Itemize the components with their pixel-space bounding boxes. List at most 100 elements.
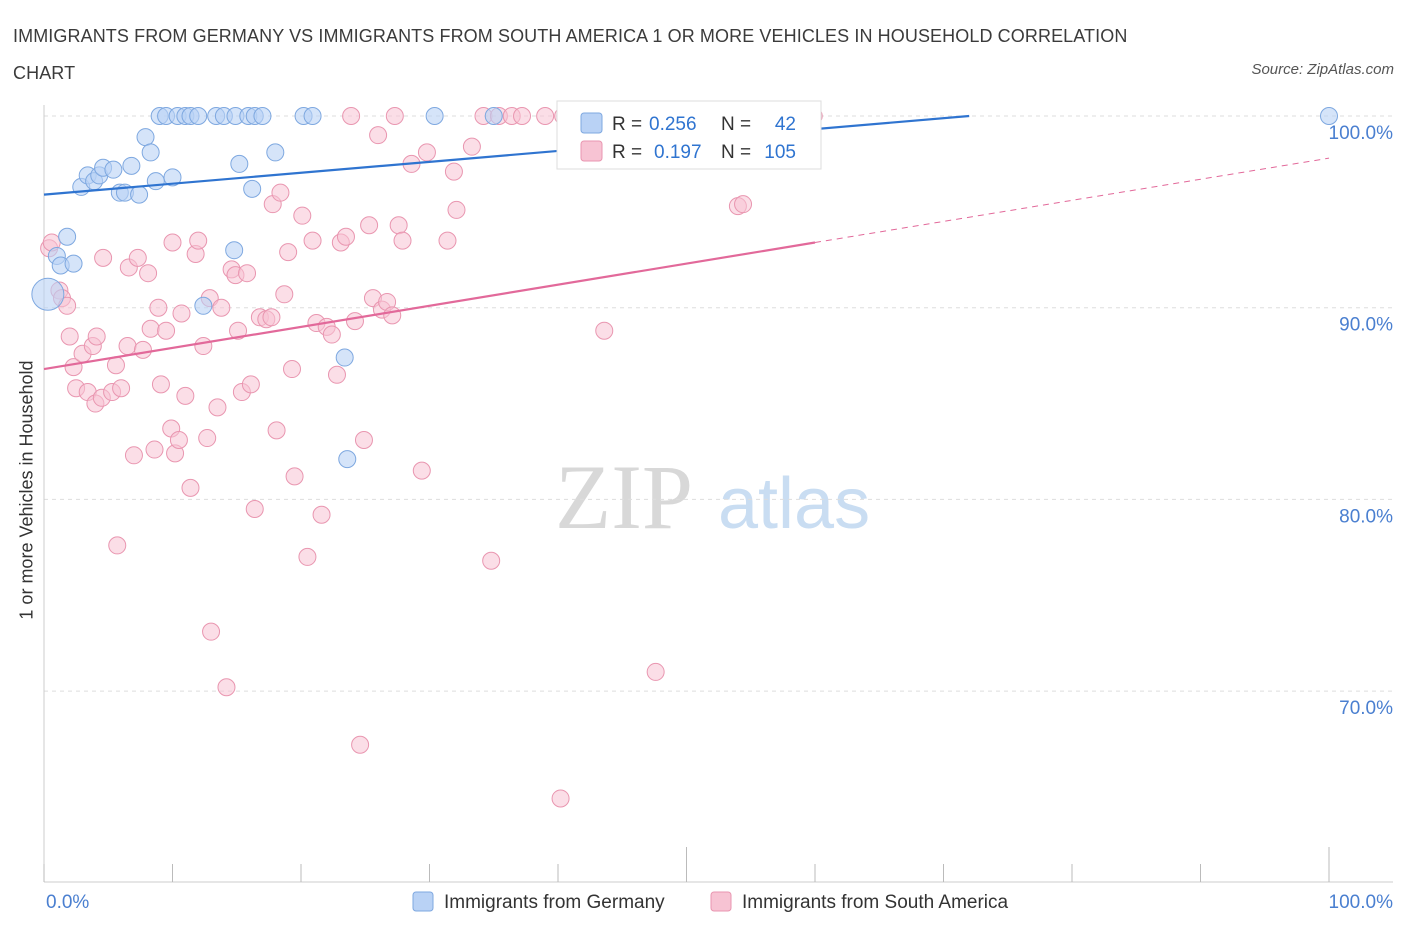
point-south-america [241,375,260,394]
watermark-atlas: atlas [718,464,870,544]
point-south-america [595,321,614,340]
source-note: Source: ZipAtlas.com [1251,61,1394,78]
point-south-america [275,285,294,304]
point-south-america [245,499,264,518]
grid-lines [44,115,1393,692]
chart-title: IMMIGRANTS FROM GERMANY VS IMMIGRANTS FR… [13,26,1128,83]
point-south-america [360,216,379,235]
point-south-america [217,678,236,697]
point-germany [335,348,354,367]
legend-label-germany: Immigrants from Germany [444,892,665,913]
point-germany [225,241,244,260]
point-south-america [412,461,431,480]
point-south-america [482,551,501,570]
point-germany [136,128,155,147]
point-south-america [87,327,106,346]
stats-germany-n-label: N = [721,114,751,135]
point-south-america [94,248,113,267]
point-south-america [393,231,412,250]
stats-germany-r-value: 0.256 [649,114,697,135]
point-germany [194,296,213,315]
point-south-america [385,107,404,125]
point-south-america [345,312,364,331]
point-south-america [176,386,195,405]
point-south-america [163,233,182,252]
point-south-america [208,398,227,417]
point-south-america [322,325,341,344]
point-germany [146,172,165,191]
stats-germany-n-value: 42 [775,114,796,135]
legend-swatch-south-america [710,891,732,912]
stats-sa-r-label: R = [612,142,642,163]
point-south-america [60,327,79,346]
point-germany [31,277,65,311]
trend-germany [43,114,970,196]
point-south-america [118,337,137,356]
stats-germany-r-label: R = [612,114,642,135]
point-south-america [536,107,555,125]
point-south-america [151,375,170,394]
point-south-america [312,505,331,524]
watermark-zip: ZIP [555,446,693,548]
point-germany [104,160,123,179]
point-germany [338,450,357,469]
point-south-america [351,735,370,754]
point-south-america [513,107,532,125]
point-south-america [438,231,457,250]
point-south-america [462,137,481,156]
point-south-america [149,298,168,317]
point-germany [303,107,322,125]
y-tick-labels: 70.0% 80.0% 90.0% 100.0% [1329,123,1394,719]
stats-sa-n-label: N = [721,142,751,163]
point-south-america [238,264,257,283]
point-south-america [108,536,127,555]
point-south-america [262,308,281,327]
point-south-america [285,467,304,486]
point-germany [243,179,262,198]
point-south-america [229,321,248,340]
point-south-america [447,200,466,219]
point-germany [64,254,83,273]
point-south-america [327,365,346,384]
point-south-america [112,379,131,398]
point-south-america [293,206,312,225]
point-south-america [336,227,355,246]
point-south-america [646,662,665,681]
point-germany [266,143,285,162]
point-germany [58,227,77,246]
point-south-america [383,306,402,325]
point-south-america [139,264,158,283]
x-tick-label: 0.0% [46,892,89,913]
point-germany [163,168,182,187]
point-germany [189,107,208,125]
bottom-legend: Immigrants from Germany Immigrants from … [412,891,1009,913]
trend-south-america [43,241,816,371]
point-south-america [133,340,152,359]
point-south-america [198,429,217,448]
point-germany [1320,107,1338,125]
point-south-america [734,195,753,214]
point-south-america [124,446,143,465]
point-south-america [202,622,221,641]
y-tick-label: 90.0% [1339,315,1393,336]
legend-label-south-america: Immigrants from South America [742,892,1009,913]
point-south-america [271,183,290,202]
point-south-america [342,107,361,125]
y-tick-label: 80.0% [1339,506,1393,527]
point-south-america [354,430,373,449]
x-tick-labels: 0.0% 100.0% [46,892,1393,913]
point-south-america [444,162,463,181]
stats-swatch-germany [580,112,603,134]
x-tick-label: 100.0% [1329,892,1394,913]
points-south-america [40,107,823,808]
trend-south-america-extension [814,157,1330,244]
point-south-america [267,421,286,440]
stats-swatch-south-america [580,140,603,162]
stats-sa-n-value: 105 [764,142,796,163]
point-south-america [128,248,147,267]
point-south-america [417,143,436,162]
point-south-america [181,478,200,497]
stats-sa-r-value: 0.197 [654,142,702,163]
point-germany [253,107,272,125]
